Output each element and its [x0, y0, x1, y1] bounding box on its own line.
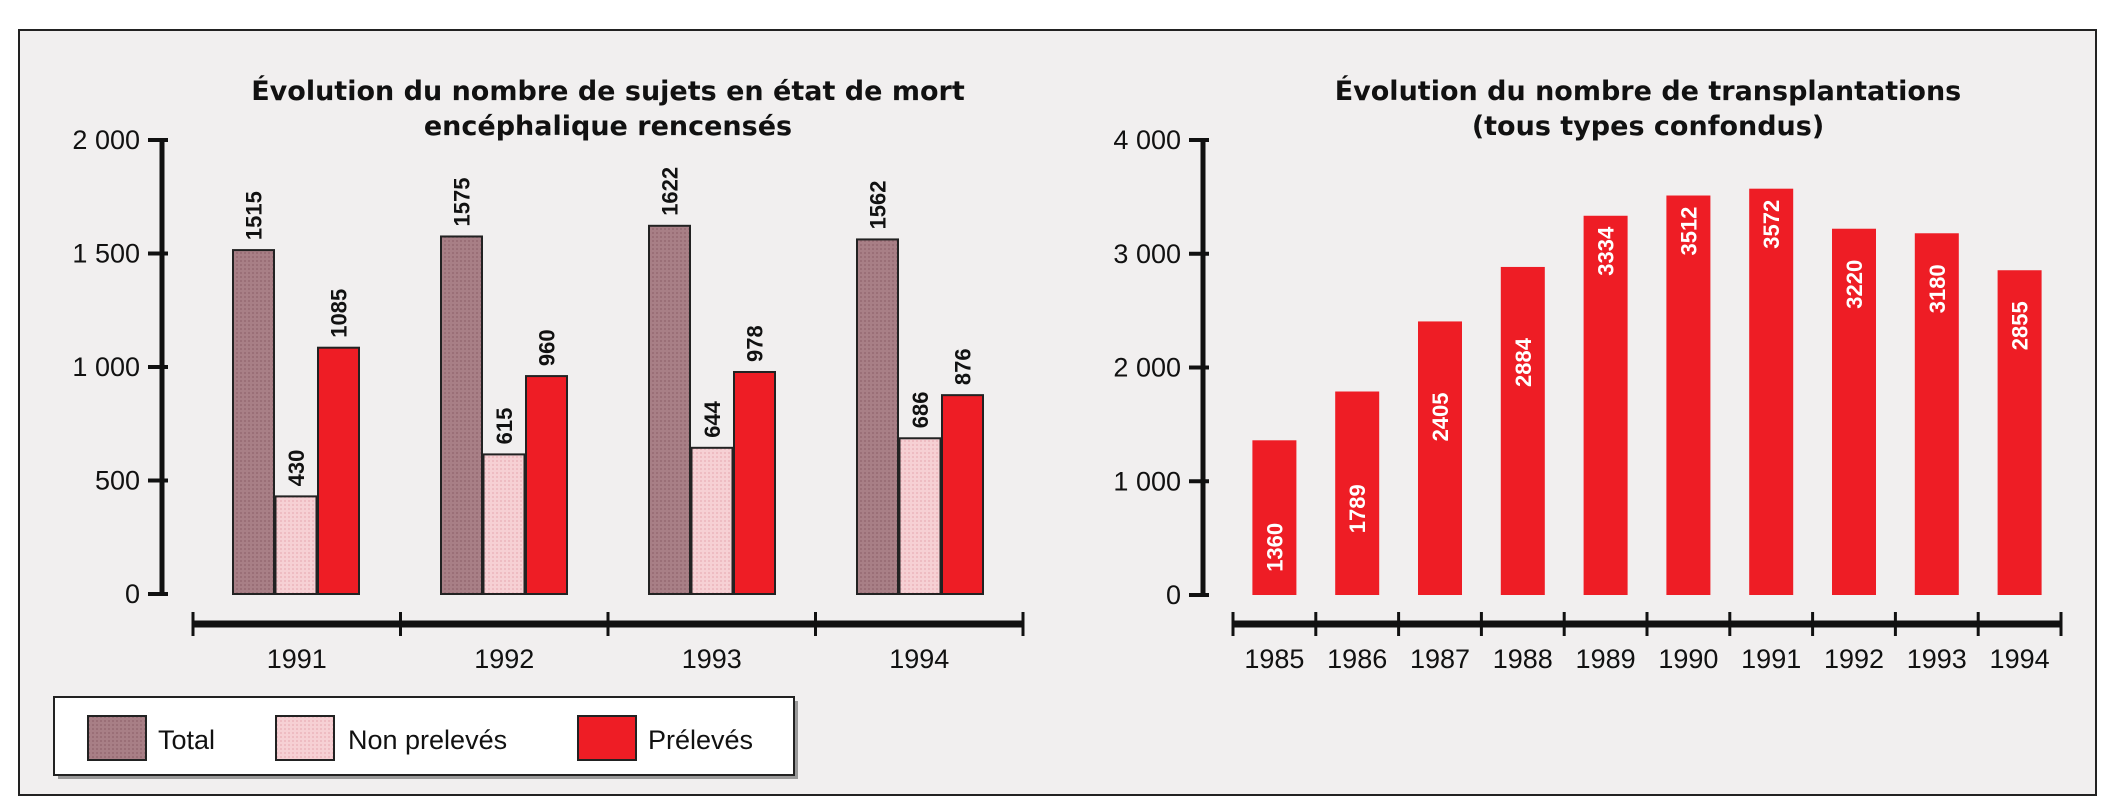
left-category-label: 1991 [267, 644, 327, 674]
bar-transplantations [1252, 440, 1297, 595]
right-category-label: 1994 [1990, 644, 2050, 674]
bar-value-label: 3180 [1925, 264, 1950, 313]
legend: Total Non prelevés Prélevés [53, 696, 798, 779]
right-category-label: 1987 [1410, 644, 1470, 674]
right-category-label: 1986 [1327, 644, 1387, 674]
bar-non-preleves-value-label: 686 [908, 392, 933, 429]
bar-value-label: 3334 [1594, 226, 1619, 276]
right-y-tick-label: 4 000 [1113, 125, 1181, 155]
bar-value-label: 3512 [1676, 207, 1701, 256]
right-category-label: 1990 [1658, 644, 1718, 674]
bar-total-value-label: 1622 [658, 167, 683, 216]
bar-preleves [733, 370, 776, 595]
bar-transplantations [1749, 188, 1794, 595]
bar-non-preleves [274, 495, 318, 596]
right-y-tick-label: 3 000 [1113, 239, 1181, 269]
bar-preleves [941, 394, 984, 596]
right-category-label: 1992 [1824, 644, 1884, 674]
bar-non-preleves [482, 453, 526, 595]
bar-preleves [525, 375, 568, 595]
legend-label-non-preleves: Non prelevés [348, 725, 507, 755]
left-y-tick-label: 1 000 [72, 352, 140, 382]
left-category-label: 1993 [682, 644, 742, 674]
bar-total [232, 249, 275, 595]
bar-non-preleves [898, 437, 942, 596]
bar-total [648, 224, 691, 595]
bar-non-preleves [690, 446, 734, 596]
bar-preleves-value-label: 1085 [327, 289, 352, 338]
left-category-label: 1994 [889, 644, 949, 674]
right-category-label: 1993 [1907, 644, 1967, 674]
legend-label-preleves: Prélevés [648, 725, 753, 755]
bar-total [856, 238, 899, 595]
right-y-tick-label: 2 000 [1113, 353, 1181, 383]
right-category-label: 1991 [1741, 644, 1801, 674]
bar-value-label: 1789 [1345, 484, 1370, 533]
bar-non-preleves-value-label: 644 [700, 400, 725, 437]
bar-value-label: 2884 [1511, 337, 1536, 387]
right-chart: 0 1 000 2 000 3 000 4 000 1985 1986 1987 1988 198… [1113, 125, 2063, 674]
left-chart: 0 500 1 000 1 500 2 000 1991 1992 1993 1994 1515 4… [72, 125, 1025, 674]
right-chart-title-line1: Évolution du nombre de transplantations [1335, 75, 1962, 107]
left-category-label: 1992 [474, 644, 534, 674]
left-chart-title-line1: Évolution du nombre de sujets en état de… [251, 75, 965, 107]
bar-preleves-value-label: 960 [535, 329, 560, 366]
right-category-label: 1989 [1576, 644, 1636, 674]
left-y-tick-label: 1 500 [72, 239, 140, 269]
bar-preleves-value-label: 876 [951, 348, 976, 385]
bar-value-label: 1360 [1262, 523, 1287, 572]
left-y-tick-label: 2 000 [72, 125, 140, 155]
bar-preleves [317, 346, 360, 595]
right-chart-title-line2: (tous types confondus) [1472, 111, 1824, 142]
bar-transplantations [1335, 391, 1380, 595]
bar-value-label: 3220 [1842, 260, 1867, 309]
bar-total-value-label: 1575 [450, 178, 475, 227]
bar-transplantations [1666, 195, 1711, 595]
bar-total-value-label: 1515 [242, 191, 267, 240]
right-category-label: 1988 [1493, 644, 1553, 674]
left-y-tick-label: 0 [125, 579, 140, 609]
bar-transplantations [1500, 266, 1545, 595]
legend-swatch-total [87, 715, 147, 761]
bar-preleves-value-label: 978 [743, 325, 768, 362]
bar-transplantations [1832, 228, 1876, 595]
bar-transplantations [1997, 270, 2042, 595]
bar-value-label: 2405 [1428, 392, 1453, 441]
bar-transplantations [1914, 233, 1959, 595]
bar-transplantations [1583, 215, 1628, 595]
bar-total [440, 235, 483, 595]
legend-swatch-preleves [577, 715, 637, 761]
bar-value-label: 2855 [2008, 301, 2033, 350]
bar-transplantations [1418, 321, 1462, 595]
right-category-label: 1985 [1244, 644, 1304, 674]
left-chart-title-line2: encéphalique rencensés [424, 111, 792, 142]
legend-swatch-non-preleves [275, 715, 335, 761]
legend-label-total: Total [158, 725, 215, 755]
left-y-tick-label: 500 [95, 466, 140, 496]
right-y-tick-label: 1 000 [1113, 466, 1181, 496]
bar-total-value-label: 1562 [866, 180, 891, 229]
right-y-tick-label: 0 [1166, 580, 1181, 610]
bar-value-label: 3572 [1759, 200, 1784, 249]
bar-non-preleves-value-label: 615 [492, 408, 517, 445]
bar-non-preleves-value-label: 430 [284, 450, 309, 487]
